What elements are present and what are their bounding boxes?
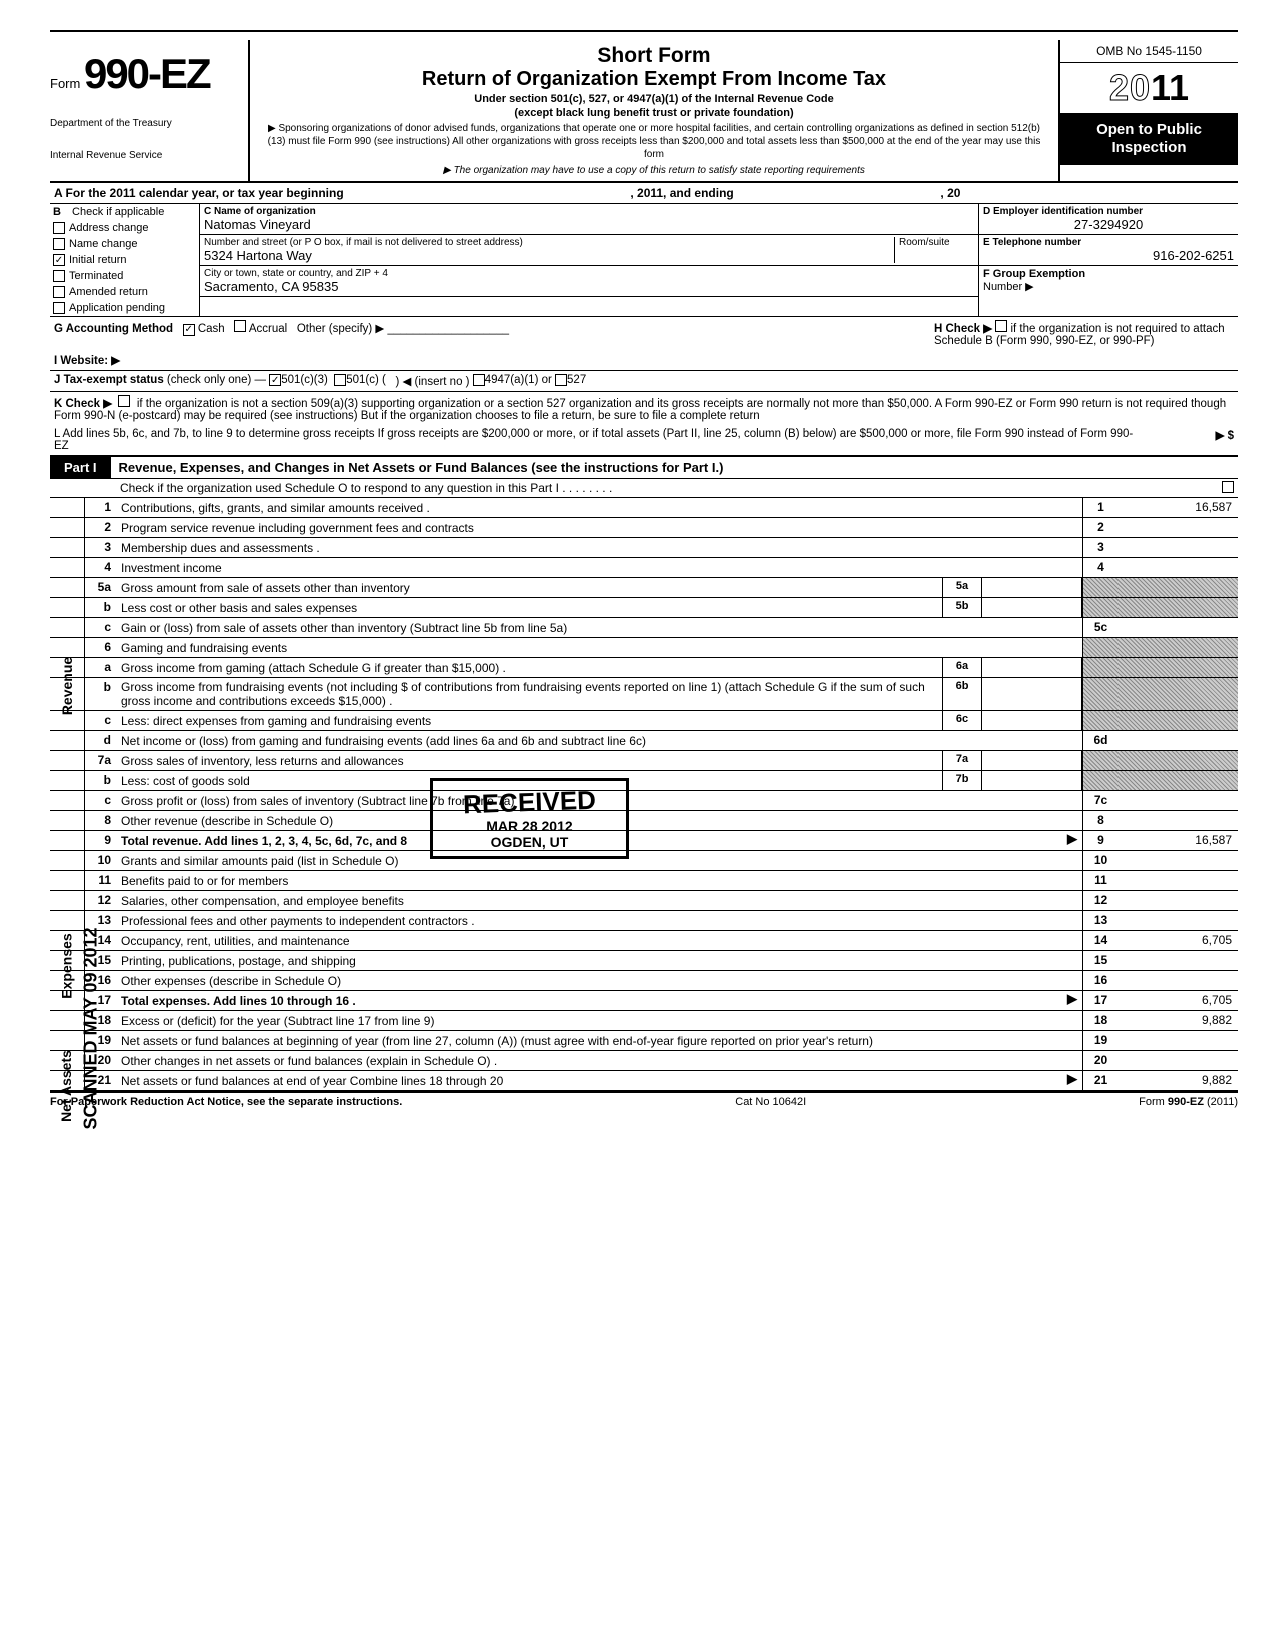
room-suite-label: Room/suite bbox=[894, 237, 974, 263]
table-row: 20Other changes in net assets or fund ba… bbox=[50, 1051, 1238, 1071]
table-row: bGross income from fundraising events (n… bbox=[50, 678, 1238, 711]
table-row: 15Printing, publications, postage, and s… bbox=[50, 951, 1238, 971]
info-block: B Check if applicable Address change Nam… bbox=[50, 204, 1238, 316]
dept-treasury: Department of the Treasury bbox=[50, 118, 240, 130]
row-k: K Check ▶ if the organization is not a s… bbox=[50, 392, 1238, 425]
check-accrual[interactable] bbox=[234, 320, 246, 332]
check-initial-return[interactable]: ✓Initial return bbox=[50, 252, 199, 268]
title-return: Return of Organization Exempt From Incom… bbox=[260, 68, 1048, 91]
table-row: dNet income or (loss) from gaming and fu… bbox=[50, 731, 1238, 751]
check-terminated[interactable]: Terminated bbox=[50, 268, 199, 284]
table-row: 10Grants and similar amounts paid (list … bbox=[50, 851, 1238, 871]
check-k[interactable] bbox=[118, 395, 130, 407]
table-row: 13Professional fees and other payments t… bbox=[50, 911, 1238, 931]
form-number: 990-EZ bbox=[84, 50, 210, 97]
table-row: 5aGross amount from sale of assets other… bbox=[50, 578, 1238, 598]
table-row: 2Program service revenue including gover… bbox=[50, 518, 1238, 538]
check-h[interactable] bbox=[995, 320, 1007, 332]
org-street: 5324 Hartona Way bbox=[204, 248, 894, 263]
check-cash[interactable]: ✓ bbox=[183, 324, 195, 336]
table-row: cGain or (loss) from sale of assets othe… bbox=[50, 618, 1238, 638]
title-copy-note: ▶ The organization may have to use a cop… bbox=[260, 164, 1048, 177]
table-row: 12Salaries, other compensation, and empl… bbox=[50, 891, 1238, 911]
table-row: 6Gaming and fundraising events bbox=[50, 638, 1238, 658]
table-row: 16Other expenses (describe in Schedule O… bbox=[50, 971, 1238, 991]
table-row: 14Occupancy, rent, utilities, and mainte… bbox=[50, 931, 1238, 951]
table-row: 3Membership dues and assessments .3 bbox=[50, 538, 1238, 558]
section-c: C Name of organization Natomas Vineyard … bbox=[200, 204, 978, 316]
title-under-section: Under section 501(c), 527, or 4947(a)(1)… bbox=[260, 93, 1048, 105]
ein: 27-3294920 bbox=[983, 217, 1234, 232]
title-except: (except black lung benefit trust or priv… bbox=[260, 107, 1048, 119]
table-row: 21Net assets or fund balances at end of … bbox=[50, 1071, 1238, 1091]
footer-form: Form 990-EZ (2011) bbox=[1139, 1096, 1238, 1108]
table-row: 7aGross sales of inventory, less returns… bbox=[50, 751, 1238, 771]
table-row: bLess cost or other basis and sales expe… bbox=[50, 598, 1238, 618]
check-address-change[interactable]: Address change bbox=[50, 220, 199, 236]
telephone: 916-202-6251 bbox=[983, 248, 1234, 263]
check-4947[interactable] bbox=[473, 374, 485, 386]
org-city: Sacramento, CA 95835 bbox=[204, 279, 974, 294]
form-number-cell: Form 990-EZ Department of the Treasury I… bbox=[50, 40, 250, 181]
row-g-h: G Accounting Method ✓ Cash Accrual Other… bbox=[50, 317, 1238, 350]
check-schedule-o[interactable] bbox=[1222, 481, 1234, 493]
part1-table: Revenue SCANNED MAY 09 2012 Expenses Net… bbox=[50, 498, 1238, 1091]
received-stamp: RECEIVED MAR 28 2012 OGDEN, UT bbox=[430, 778, 629, 859]
check-amended[interactable]: Amended return bbox=[50, 284, 199, 300]
table-row: 11Benefits paid to or for members11 bbox=[50, 871, 1238, 891]
table-row: 18Excess or (deficit) for the year (Subt… bbox=[50, 1011, 1238, 1031]
table-row: 9Total revenue. Add lines 1, 2, 3, 4, 5c… bbox=[50, 831, 1238, 851]
table-row: 1Contributions, gifts, grants, and simil… bbox=[50, 498, 1238, 518]
form-label: Form bbox=[50, 76, 80, 91]
table-row: cLess: direct expenses from gaming and f… bbox=[50, 711, 1238, 731]
table-row: cGross profit or (loss) from sales of in… bbox=[50, 791, 1238, 811]
dept-irs: Internal Revenue Service bbox=[50, 150, 240, 162]
title-cell: Short Form Return of Organization Exempt… bbox=[250, 40, 1058, 181]
table-row: 8Other revenue (describe in Schedule O)8 bbox=[50, 811, 1238, 831]
section-def: D Employer identification number 27-3294… bbox=[978, 204, 1238, 316]
check-app-pending[interactable]: Application pending bbox=[50, 300, 199, 316]
open-to-public: Open to Public Inspection bbox=[1060, 113, 1238, 165]
title-sponsor-note: ▶ Sponsoring organizations of donor advi… bbox=[260, 122, 1048, 161]
check-name-change[interactable]: Name change bbox=[50, 236, 199, 252]
right-header-cell: OMB No 1545-1150 2011 Open to Public Ins… bbox=[1058, 40, 1238, 181]
table-row: 17Total expenses. Add lines 10 through 1… bbox=[50, 991, 1238, 1011]
footer-paperwork: For Paperwork Reduction Act Notice, see … bbox=[50, 1096, 402, 1108]
table-row: 4Investment income4 bbox=[50, 558, 1238, 578]
org-name: Natomas Vineyard bbox=[204, 217, 974, 232]
check-527[interactable] bbox=[555, 374, 567, 386]
section-b-checkboxes: B Check if applicable Address change Nam… bbox=[50, 204, 200, 316]
footer: For Paperwork Reduction Act Notice, see … bbox=[50, 1093, 1238, 1111]
title-short-form: Short Form bbox=[260, 44, 1048, 68]
footer-cat-no: Cat No 10642I bbox=[735, 1096, 806, 1108]
row-i-website: I Website: ▶ bbox=[50, 350, 1238, 370]
table-row: 19Net assets or fund balances at beginni… bbox=[50, 1031, 1238, 1051]
form-header: Form 990-EZ Department of the Treasury I… bbox=[50, 40, 1238, 181]
row-l: L Add lines 5b, 6c, and 7b, to line 9 to… bbox=[50, 425, 1238, 455]
section-a-tax-year: A For the 2011 calendar year, or tax yea… bbox=[50, 183, 1238, 203]
part1-check-line: Check if the organization used Schedule … bbox=[50, 479, 1238, 497]
row-j-status: J Tax-exempt status (check only one) — ✓… bbox=[50, 371, 1238, 391]
table-row: aGross income from gaming (attach Schedu… bbox=[50, 658, 1238, 678]
check-501c[interactable] bbox=[334, 374, 346, 386]
part1-header: Part I Revenue, Expenses, and Changes in… bbox=[50, 457, 1238, 478]
table-row: bLess: cost of goods sold7b bbox=[50, 771, 1238, 791]
check-501c3[interactable]: ✓ bbox=[269, 374, 281, 386]
omb-number: OMB No 1545-1150 bbox=[1060, 40, 1238, 63]
tax-year: 2011 bbox=[1060, 63, 1238, 113]
